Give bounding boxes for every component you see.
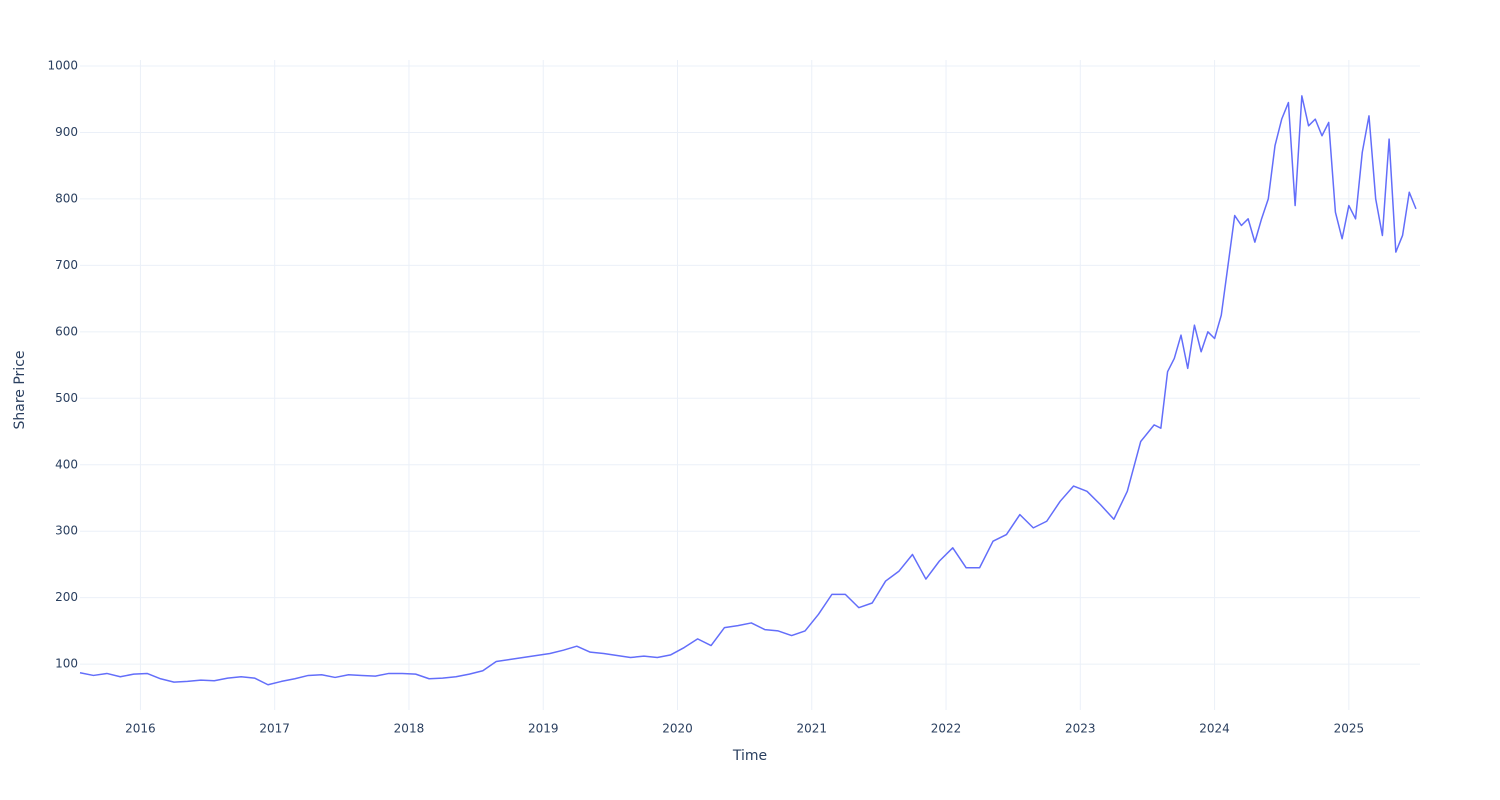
y-tick-label: 900 bbox=[55, 125, 78, 139]
y-axis-title: Share Price bbox=[12, 350, 28, 429]
y-tick-label: 800 bbox=[55, 191, 78, 205]
x-axis-title: Time bbox=[732, 748, 767, 764]
x-tick-label: 2021 bbox=[796, 722, 827, 736]
y-tick-label: 500 bbox=[55, 391, 78, 405]
x-tick-label: 2019 bbox=[528, 722, 559, 736]
x-tick-label: 2017 bbox=[259, 722, 290, 736]
y-tick-label: 400 bbox=[55, 457, 78, 471]
y-tick-label: 1000 bbox=[47, 58, 78, 72]
x-tick-label: 2020 bbox=[662, 722, 693, 736]
x-tick-label: 2025 bbox=[1334, 722, 1365, 736]
y-tick-label: 700 bbox=[55, 258, 78, 272]
x-tick-label: 2016 bbox=[125, 722, 156, 736]
x-tick-label: 2018 bbox=[394, 722, 425, 736]
x-tick-label: 2022 bbox=[931, 722, 962, 736]
y-tick-label: 300 bbox=[55, 524, 78, 538]
x-tick-label: 2024 bbox=[1199, 722, 1230, 736]
x-tick-label: 2023 bbox=[1065, 722, 1096, 736]
line bbox=[79, 95, 1417, 686]
y-tick-label: 200 bbox=[55, 590, 78, 604]
y-tick-label: 600 bbox=[55, 324, 78, 338]
y-tick-label: 100 bbox=[55, 657, 78, 671]
